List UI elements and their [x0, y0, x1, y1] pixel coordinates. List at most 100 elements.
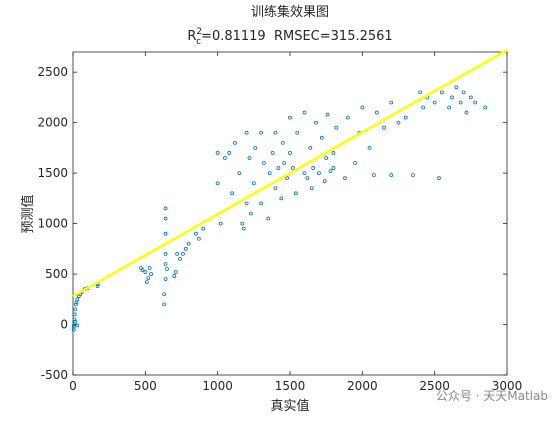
scatter-point [143, 270, 148, 274]
scatter-point [276, 166, 281, 170]
scatter-point [302, 110, 307, 115]
scatter-point [71, 324, 76, 329]
scatter-point [360, 105, 365, 110]
scatter-point [240, 221, 245, 226]
scatter-point [227, 151, 232, 155]
scatter-point [331, 151, 336, 155]
scatter-point [324, 156, 329, 160]
scatter-point [458, 100, 463, 105]
scatter-point [374, 110, 379, 115]
scatter-point [353, 161, 358, 165]
scatter-point [439, 90, 444, 95]
scatter-point [293, 191, 298, 196]
chart-subtitle: R2 c=0.81119 RMSEC=315.2561 [187, 27, 392, 47]
scatter-point [178, 257, 182, 261]
scatter-point [322, 179, 327, 184]
scatter-point [421, 105, 425, 110]
subtitle-base: R [187, 29, 196, 44]
scatter-point [295, 130, 300, 135]
scatter-point [464, 110, 469, 115]
scatter-point [140, 268, 145, 272]
scatter-point [196, 236, 201, 241]
scatter-point [244, 130, 249, 135]
scatter-point [173, 270, 178, 274]
scatter-point [266, 216, 271, 221]
scatter-point [241, 226, 246, 231]
scatter-point [403, 115, 408, 120]
scatter-point [222, 156, 227, 160]
scatter-point [437, 176, 441, 181]
scatter-point [73, 307, 78, 312]
scatter-point [345, 115, 350, 120]
scatter-point [215, 181, 220, 186]
scatter-point [288, 115, 292, 120]
scatter-point [183, 246, 188, 251]
x-tick-label: 3000 [492, 379, 523, 393]
scatter-point [247, 156, 252, 160]
scatter-point [201, 226, 206, 231]
scatter-point [163, 277, 168, 282]
scatter-point [273, 130, 278, 135]
scatter-point [290, 166, 295, 170]
scatter-point [253, 145, 258, 150]
scatter-point [270, 151, 275, 155]
subtitle-sup: 2 [196, 27, 202, 37]
scatter-point [334, 125, 339, 130]
scatter-point [251, 181, 256, 186]
scatter-point [194, 231, 198, 236]
x-tick-label: 2000 [347, 379, 378, 393]
x-tick-label: 500 [134, 379, 157, 393]
scatter-point [230, 191, 235, 196]
fit-line [72, 48, 508, 298]
scatter-point [317, 171, 321, 176]
scatter-point [280, 140, 285, 145]
scatter-point [259, 201, 263, 206]
scatter-point [432, 100, 437, 105]
scatter-point [285, 176, 290, 181]
scatter-point [308, 145, 313, 150]
scatter-point [343, 176, 347, 181]
scatter-point [367, 145, 372, 150]
scatter-point [273, 186, 278, 191]
scatter-point [237, 171, 242, 176]
scatter-point [305, 176, 310, 181]
scatter-point [215, 151, 220, 155]
scatter-point [473, 100, 478, 105]
scatter-point [73, 302, 78, 307]
scatter-point [144, 280, 149, 285]
x-tick-label: 1000 [202, 379, 233, 393]
scatter-point [311, 166, 316, 170]
watermark: 公众号 · 天天Matlab [436, 389, 548, 403]
x-axis-label: 真实值 [270, 398, 309, 414]
scatter-point [146, 276, 151, 281]
scatter-point [149, 272, 154, 276]
y-tick-label: 0 [60, 318, 68, 332]
scatter-point [372, 173, 376, 178]
scatter-point [73, 319, 78, 324]
scatter-point [163, 251, 168, 256]
scatter-point [450, 95, 454, 100]
scatter-point [396, 120, 401, 125]
scatter-point [259, 130, 263, 135]
scatter-point [314, 120, 318, 125]
x-tick-label: 1500 [275, 379, 306, 393]
scatter-point [279, 196, 284, 201]
scatter-point [181, 251, 185, 256]
scatter-point [244, 201, 249, 206]
scatter-point [175, 251, 180, 256]
y-tick-label: 2500 [37, 65, 68, 79]
scatter-point [147, 266, 152, 270]
y-tick-label: 1000 [37, 217, 68, 231]
x-tick-label: 0 [69, 379, 77, 393]
scatter-point [163, 206, 168, 211]
scatter-point [95, 284, 100, 289]
scatter-point [262, 161, 266, 165]
scatter-point [163, 262, 168, 266]
scatter-point [483, 105, 488, 110]
scatter-point [325, 112, 330, 117]
y-tick-label: 1500 [37, 166, 68, 180]
scatter-point [186, 241, 191, 246]
scatter-point [468, 95, 473, 100]
scatter-point [418, 90, 423, 95]
scatter-point [319, 135, 324, 140]
